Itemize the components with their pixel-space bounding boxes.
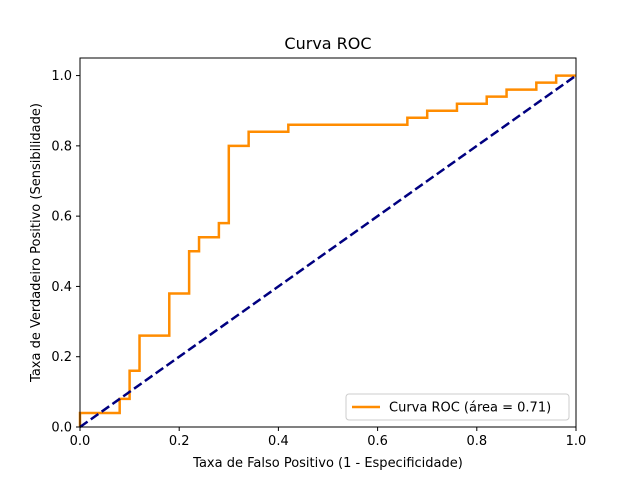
y-axis-ticks: 0.0 0.2 0.4 0.6 0.8 1.0 xyxy=(51,69,80,436)
chart-title: Curva ROC xyxy=(284,34,371,53)
series-line-0 xyxy=(78,74,576,427)
legend: Curva ROC (área = 0.71) xyxy=(345,393,570,421)
y-tick-label: 1.0 xyxy=(51,69,72,84)
x-axis-title: Taxa de Falso Positivo (1 - Especificida… xyxy=(192,456,463,471)
y-tick-label: 0.8 xyxy=(51,139,72,154)
plot-lines xyxy=(78,74,577,429)
y-axis-title: Taxa de Verdadeiro Positivo (Sensibilida… xyxy=(29,103,44,383)
x-tick-label: 0.2 xyxy=(169,434,190,449)
x-tick-label: 0.0 xyxy=(70,434,91,449)
y-tick-label: 0.2 xyxy=(51,350,72,365)
x-tick-label: 0.6 xyxy=(367,434,388,449)
y-tick-label: 0.6 xyxy=(51,210,72,225)
legend-box xyxy=(345,393,570,421)
plot-frame xyxy=(79,57,577,428)
series-line-1 xyxy=(79,74,577,429)
x-tick-label: 0.4 xyxy=(268,434,289,449)
x-tick-label: 0.8 xyxy=(466,434,487,449)
x-tick-label: 1.0 xyxy=(566,434,587,449)
legend-label: Curva ROC (área = 0.71) xyxy=(389,401,551,416)
y-tick-label: 0.4 xyxy=(51,280,72,295)
y-tick-label: 0.0 xyxy=(51,421,72,436)
x-axis-ticks: 0.0 0.2 0.4 0.6 0.8 1.0 xyxy=(70,427,587,449)
